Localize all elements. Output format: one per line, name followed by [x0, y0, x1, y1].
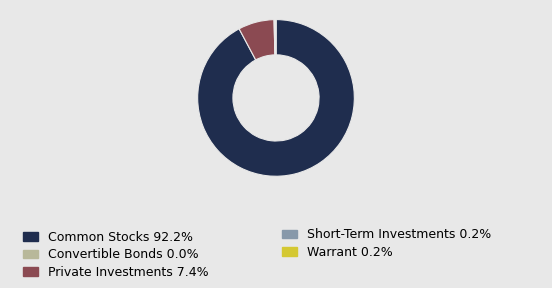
Legend: Short-Term Investments 0.2%, Warrant 0.2%: Short-Term Investments 0.2%, Warrant 0.2…: [282, 228, 491, 259]
Wedge shape: [274, 20, 275, 55]
Wedge shape: [198, 20, 354, 176]
Wedge shape: [239, 20, 275, 60]
Wedge shape: [275, 20, 276, 55]
Legend: Common Stocks 92.2%, Convertible Bonds 0.0%, Private Investments 7.4%: Common Stocks 92.2%, Convertible Bonds 0…: [23, 231, 209, 279]
